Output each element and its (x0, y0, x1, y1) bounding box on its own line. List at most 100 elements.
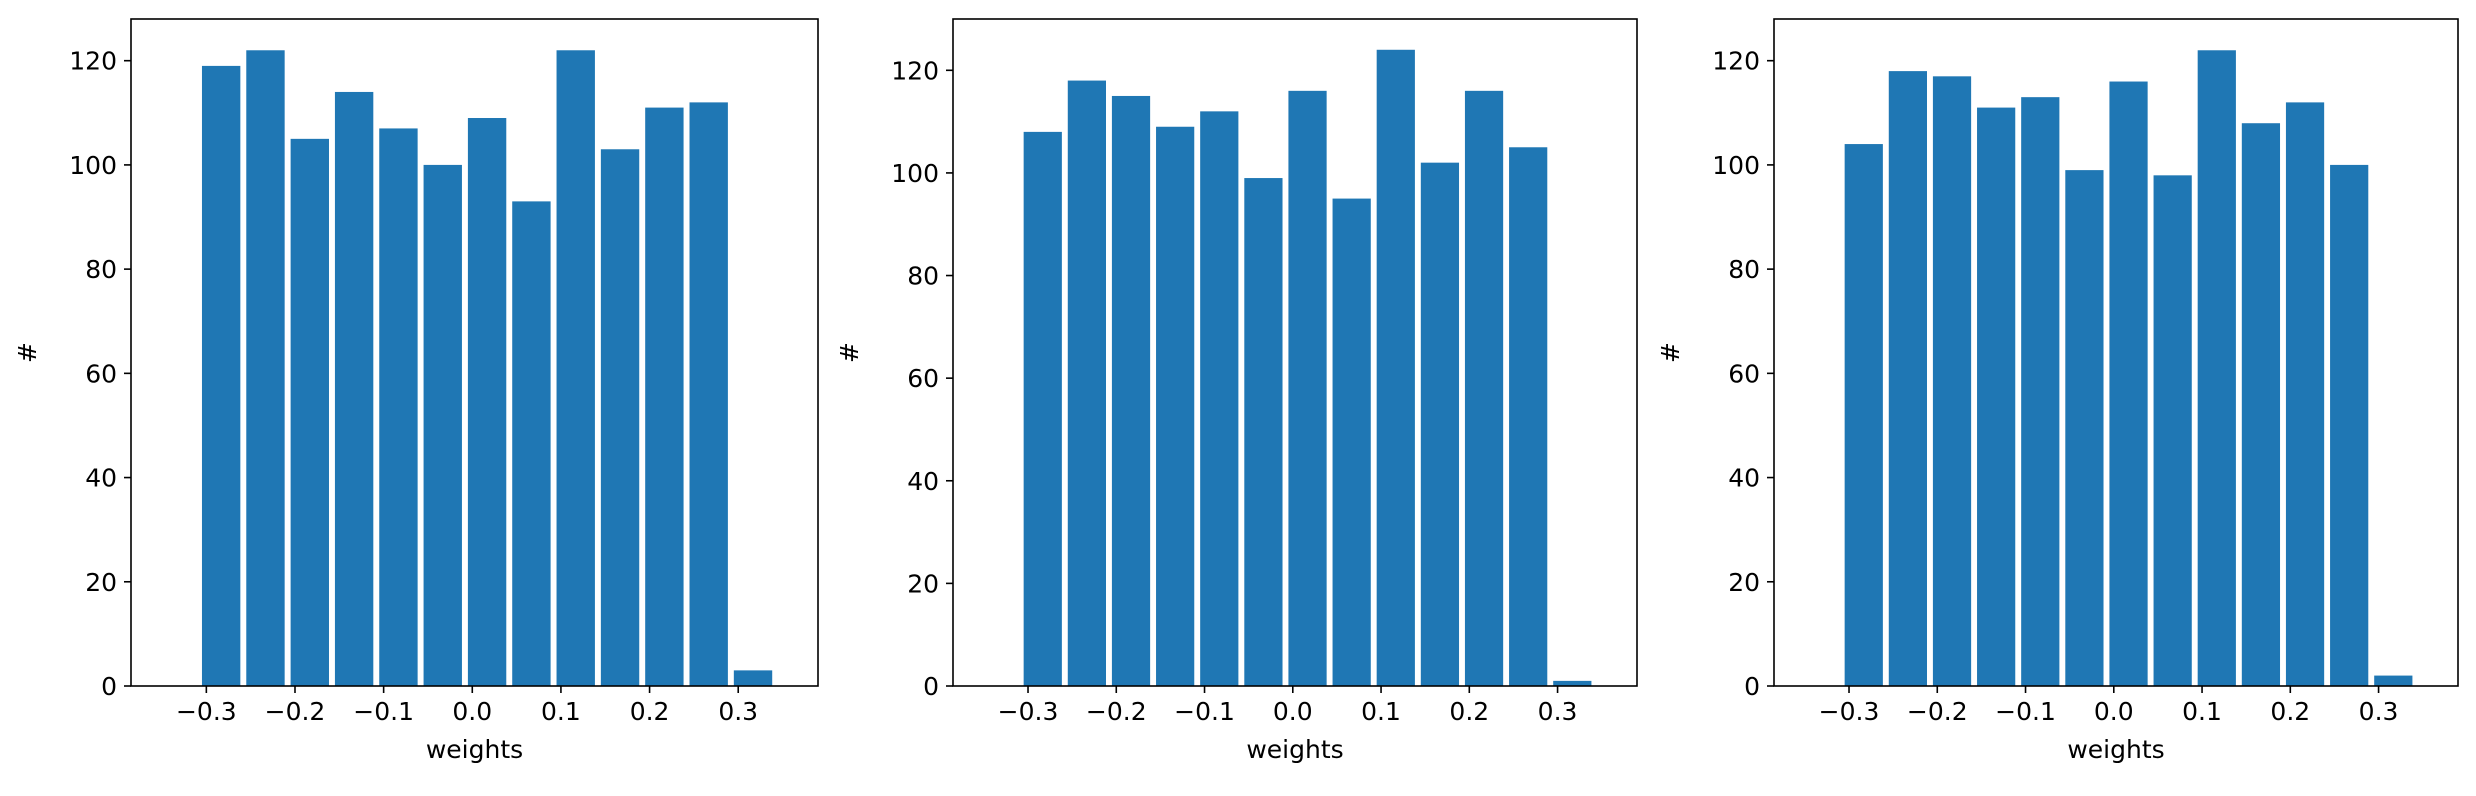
y-tick-label: 60 (907, 364, 939, 393)
x-tick-label: −0.1 (1995, 697, 2056, 726)
histogram-bar (467, 118, 507, 686)
histogram-bar (2109, 81, 2148, 686)
x-tick-label: −0.2 (1086, 697, 1147, 726)
x-tick-label: −0.3 (1819, 697, 1880, 726)
histogram-bar (423, 164, 462, 686)
y-tick-label: 100 (1712, 151, 1760, 180)
x-axis: −0.3 −0.2 −0.1 0.0 0.1 0.2 0.3 (998, 686, 1578, 726)
x-tick-label: 0.3 (2359, 697, 2399, 726)
histogram-bar (1844, 144, 1883, 686)
histogram-bar (1288, 90, 1327, 686)
bars (201, 50, 773, 687)
y-axis-label: # (13, 342, 42, 363)
histogram-panel-1: −0.3 −0.2 −0.1 0.0 0.1 0.2 0.3 0 20 40 60 80 100 120 w… (13, 18, 819, 764)
x-tick-label: −0.2 (265, 697, 326, 726)
y-tick-label: 100 (891, 159, 939, 188)
y-axis-label: # (835, 342, 864, 363)
histogram-bar (334, 91, 374, 686)
x-tick-label: 0.1 (2182, 697, 2222, 726)
histogram-bar (1553, 680, 1592, 686)
histogram-bar (379, 128, 418, 686)
x-tick-label: 0.0 (2094, 697, 2134, 726)
histogram-bar (1888, 71, 1927, 687)
histogram-bar (246, 50, 285, 686)
axes-frame (1773, 18, 2459, 687)
y-tick-label: 40 (1728, 464, 1760, 493)
histogram-bar (645, 107, 684, 687)
x-tick-label: −0.1 (1174, 697, 1235, 726)
histogram-bar (1376, 49, 1415, 686)
x-axis-label: weights (426, 735, 523, 764)
x-tick-label: −0.3 (998, 697, 1059, 726)
histogram-bar (201, 65, 241, 686)
x-tick-label: 0.2 (2270, 697, 2310, 726)
histogram-bar (1200, 111, 1239, 687)
axes-frame (130, 18, 819, 687)
histogram-panel-2: −0.3 −0.2 −0.1 0.0 0.1 0.2 0.3 0 20 40 60 80 100 120 w… (835, 18, 1638, 764)
histogram-bar (2374, 675, 2413, 686)
histogram-bar (600, 149, 640, 686)
histogram-bar (1464, 90, 1504, 686)
y-tick-label: 20 (85, 568, 117, 597)
x-tick-label: 0.0 (452, 697, 492, 726)
histogram-bar (1067, 80, 1106, 686)
histogram-bar (2241, 123, 2281, 687)
histogram-bar (2197, 50, 2236, 686)
y-tick-label: 0 (101, 672, 117, 701)
histogram-bar (1420, 162, 1460, 686)
y-tick-label: 80 (1728, 255, 1760, 284)
bars (1023, 49, 1592, 687)
histogram-bar (1244, 178, 1283, 687)
y-tick-label: 120 (1712, 47, 1760, 76)
x-axis-label: weights (2067, 735, 2164, 764)
histogram-bar (1023, 131, 1062, 686)
axes-frame (952, 18, 1638, 687)
x-tick-label: 0.0 (1273, 697, 1313, 726)
y-tick-label: 120 (891, 56, 939, 85)
y-tick-label: 80 (907, 262, 939, 291)
histogram-bar (1111, 95, 1151, 686)
x-tick-label: 0.2 (630, 697, 670, 726)
histogram-bar (1509, 147, 1548, 686)
histogram-bar (512, 201, 551, 686)
y-tick-label: 0 (923, 672, 939, 701)
y-axis: 0 20 40 60 80 100 120 (891, 56, 953, 701)
histogram-bar (733, 670, 773, 686)
x-tick-label: 0.3 (1538, 697, 1578, 726)
x-tick-label: −0.1 (353, 697, 414, 726)
x-axis-label: weights (1246, 735, 1343, 764)
histogram-bar (1332, 198, 1371, 686)
histogram-bar (290, 138, 329, 687)
histogram-bar (2021, 97, 2060, 686)
histogram-panel-3: −0.3 −0.2 −0.1 0.0 0.1 0.2 0.3 0 20 40 60 80 100 120 w… (1656, 18, 2459, 764)
bars (1844, 50, 2413, 687)
y-axis-label: # (1656, 342, 1685, 363)
x-tick-label: 0.3 (718, 697, 758, 726)
y-tick-label: 100 (69, 151, 117, 180)
histogram-bar (556, 50, 595, 686)
histogram-bar (1977, 107, 2016, 687)
x-axis: −0.3 −0.2 −0.1 0.0 0.1 0.2 0.3 (176, 686, 758, 726)
histogram-bar (1932, 76, 1972, 686)
histogram-bar (2330, 164, 2369, 686)
histogram-bar (2153, 175, 2192, 686)
x-tick-label: 0.2 (1449, 697, 1489, 726)
y-tick-label: 40 (85, 464, 117, 493)
y-tick-label: 20 (907, 569, 939, 598)
y-tick-label: 60 (85, 359, 117, 388)
y-axis: 0 20 40 60 80 100 120 (69, 47, 131, 701)
y-tick-label: 40 (907, 467, 939, 496)
histogram-bar (689, 102, 728, 687)
x-tick-label: 0.1 (1361, 697, 1401, 726)
y-tick-label: 0 (1744, 672, 1760, 701)
y-tick-label: 80 (85, 255, 117, 284)
y-tick-label: 20 (1728, 568, 1760, 597)
x-tick-label: −0.3 (176, 697, 237, 726)
y-axis: 0 20 40 60 80 100 120 (1712, 47, 1774, 701)
histogram-bar (1156, 126, 1195, 686)
x-tick-label: 0.1 (541, 697, 581, 726)
y-tick-label: 120 (69, 47, 117, 76)
histogram-bar (2285, 102, 2325, 687)
